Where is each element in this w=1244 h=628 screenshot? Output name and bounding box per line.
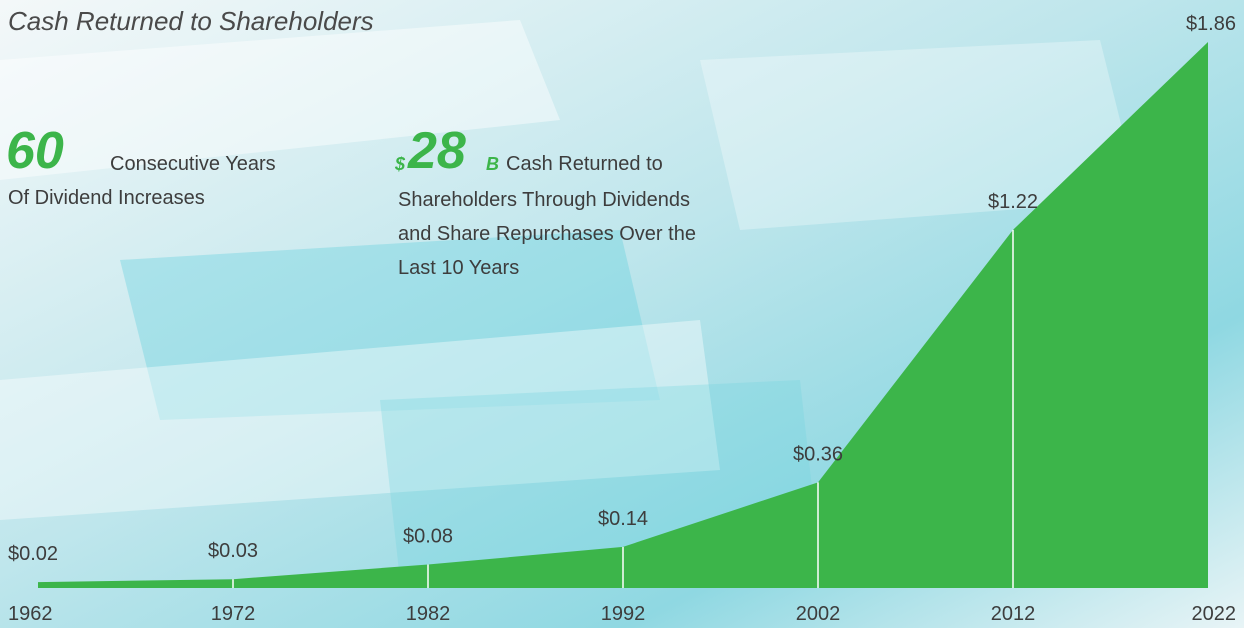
value-label: $0.08 [403, 526, 453, 548]
annotation-line: and Share Repurchases Over the [398, 223, 696, 245]
value-label: $0.36 [793, 443, 843, 465]
annotation-suffix: B [486, 154, 499, 174]
x-tick-label: 1992 [601, 603, 646, 625]
annotation-line: Shareholders Through Dividends [398, 189, 690, 211]
x-tick-label: 2012 [991, 603, 1036, 625]
annotation-line: Of Dividend Increases [8, 187, 205, 209]
streak [0, 20, 560, 180]
chart-title: Cash Returned to Shareholders [8, 6, 374, 36]
annotation-number: 28 [407, 122, 466, 180]
annotation-line: Last 10 Years [398, 257, 519, 279]
x-tick-label: 2002 [796, 603, 841, 625]
value-label: $1.86 [1186, 13, 1236, 35]
annotation-prefix: $ [394, 154, 406, 174]
x-tick-label: 1982 [406, 603, 451, 625]
value-label: $0.14 [598, 508, 648, 530]
x-tick-label: 1962 [8, 603, 53, 625]
streak [0, 320, 720, 520]
x-tick-label: 1972 [211, 603, 256, 625]
value-label: $1.22 [988, 191, 1038, 213]
annotation-line: Cash Returned to [506, 153, 663, 175]
annotation-line: Consecutive Years [110, 153, 276, 175]
x-tick-label: 2022 [1192, 603, 1237, 625]
value-label: $0.03 [208, 540, 258, 562]
value-label: $0.02 [8, 543, 58, 565]
area [38, 42, 1208, 588]
streak [120, 230, 660, 420]
streak [700, 40, 1140, 230]
annotation-number: 60 [6, 122, 64, 180]
